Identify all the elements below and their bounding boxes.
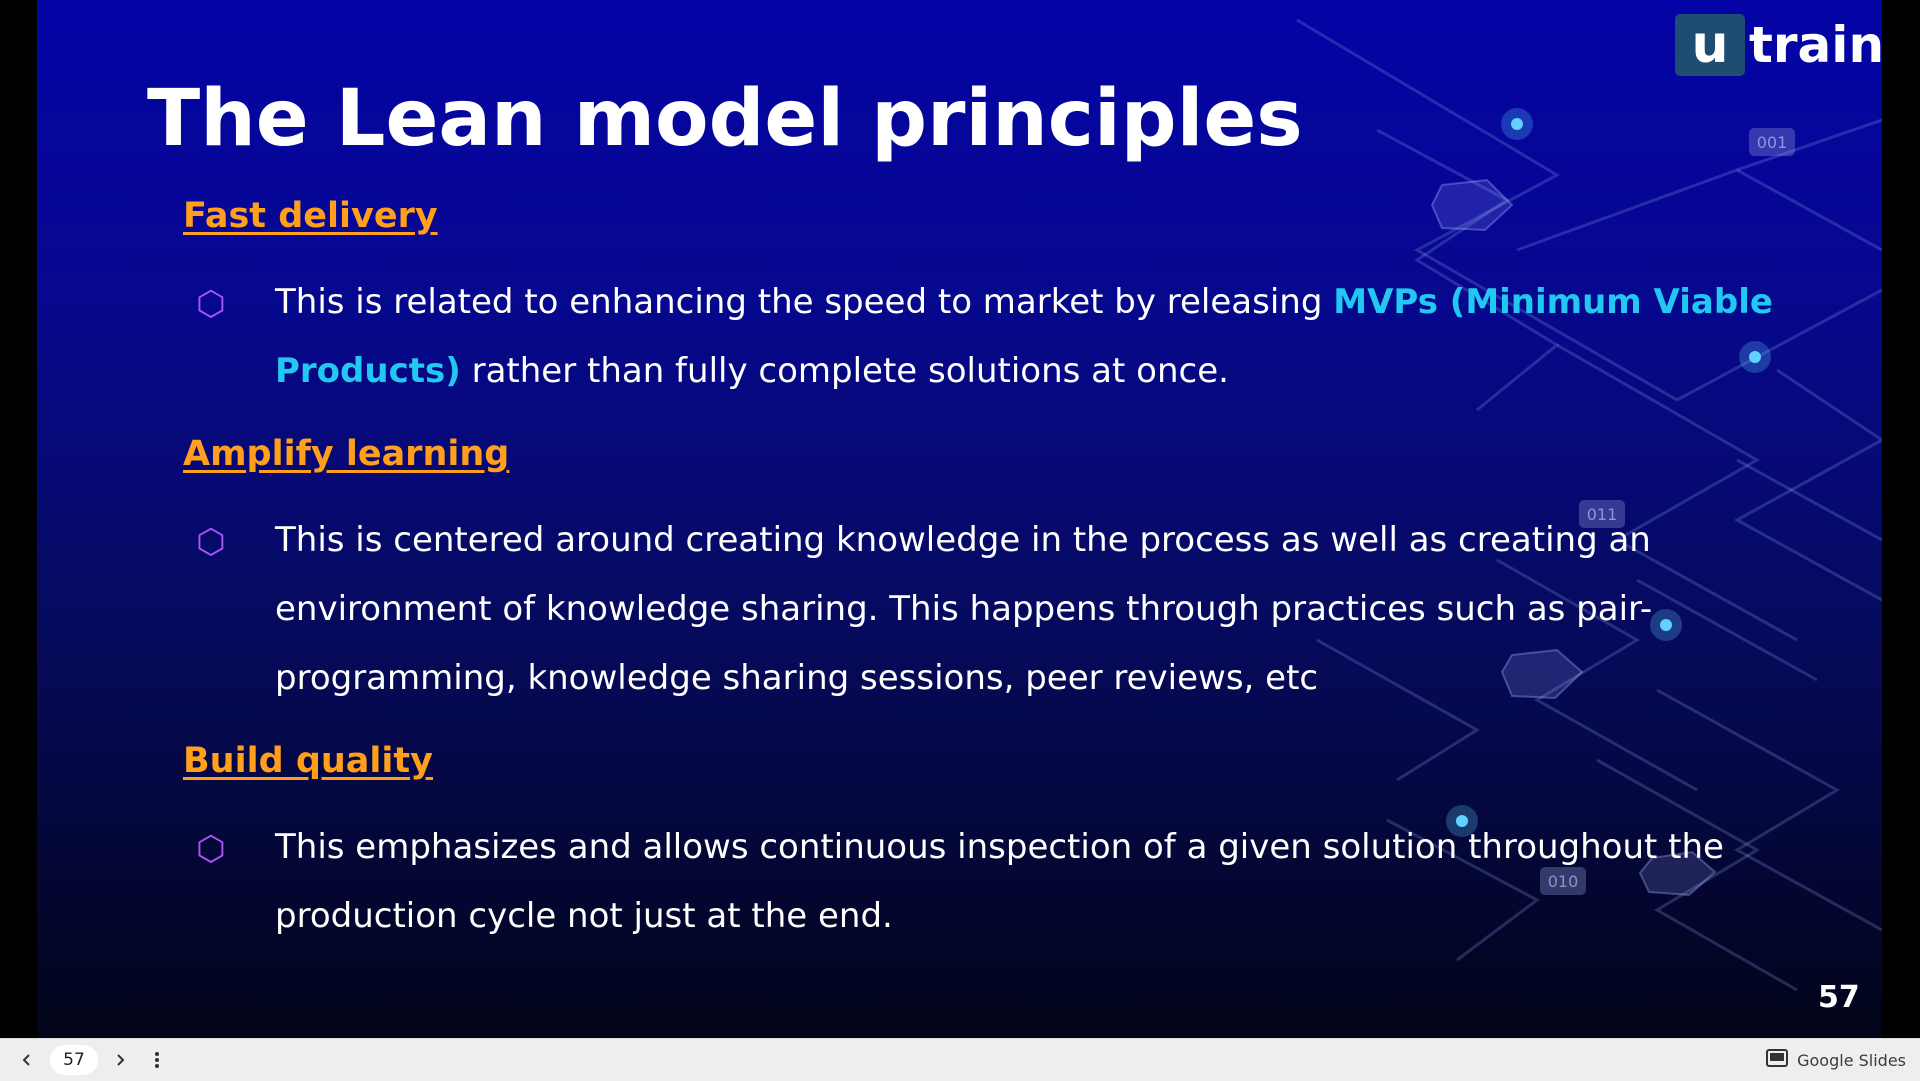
hexagon-outline-icon: ⬡ (196, 284, 226, 324)
page-number-input[interactable]: 57 (50, 1045, 98, 1075)
google-slides-link[interactable]: Google Slides (1766, 1049, 1906, 1071)
slide-title: The Lean model principles (147, 74, 1303, 164)
slides-icon (1766, 1049, 1789, 1071)
decoration-tag-label: 001 (1757, 133, 1788, 152)
paragraph-build-quality: This emphasizes and allows continuous in… (275, 827, 1724, 936)
paragraph-text-after: rather than fully complete solutions at … (460, 351, 1229, 391)
logo-mark: u (1675, 14, 1745, 76)
viewer-toolbar: 57 Google Slides (0, 1038, 1920, 1081)
paragraph-text-before: This is related to enhancing the speed t… (275, 282, 1334, 322)
logo-wordmark: train (1749, 16, 1882, 74)
hexagon-outline-icon: ⬡ (196, 829, 226, 869)
mvp-highlight: MVPs (Minimum Viable Products) (275, 282, 1773, 391)
slide-page-number: 57 (1818, 980, 1860, 1015)
slide: 001 011 010 u train The Lean model princip… (37, 0, 1882, 1038)
paragraph-fast-delivery: This is related to enhancing the speed t… (275, 268, 1825, 406)
paragraph-amplify-learning: This is centered around creating knowled… (275, 520, 1653, 698)
more-vertical-icon[interactable] (144, 1047, 170, 1073)
chevron-right-icon[interactable] (107, 1047, 133, 1073)
heading-amplify-learning: Amplify learning (183, 434, 510, 474)
hexagon-outline-icon: ⬡ (196, 522, 226, 562)
utrain-logo: u train (1675, 14, 1882, 76)
google-slides-label: Google Slides (1797, 1050, 1906, 1070)
heading-build-quality: Build quality (183, 741, 433, 781)
heading-fast-delivery: Fast delivery (183, 196, 438, 236)
chevron-left-icon[interactable] (14, 1047, 40, 1073)
